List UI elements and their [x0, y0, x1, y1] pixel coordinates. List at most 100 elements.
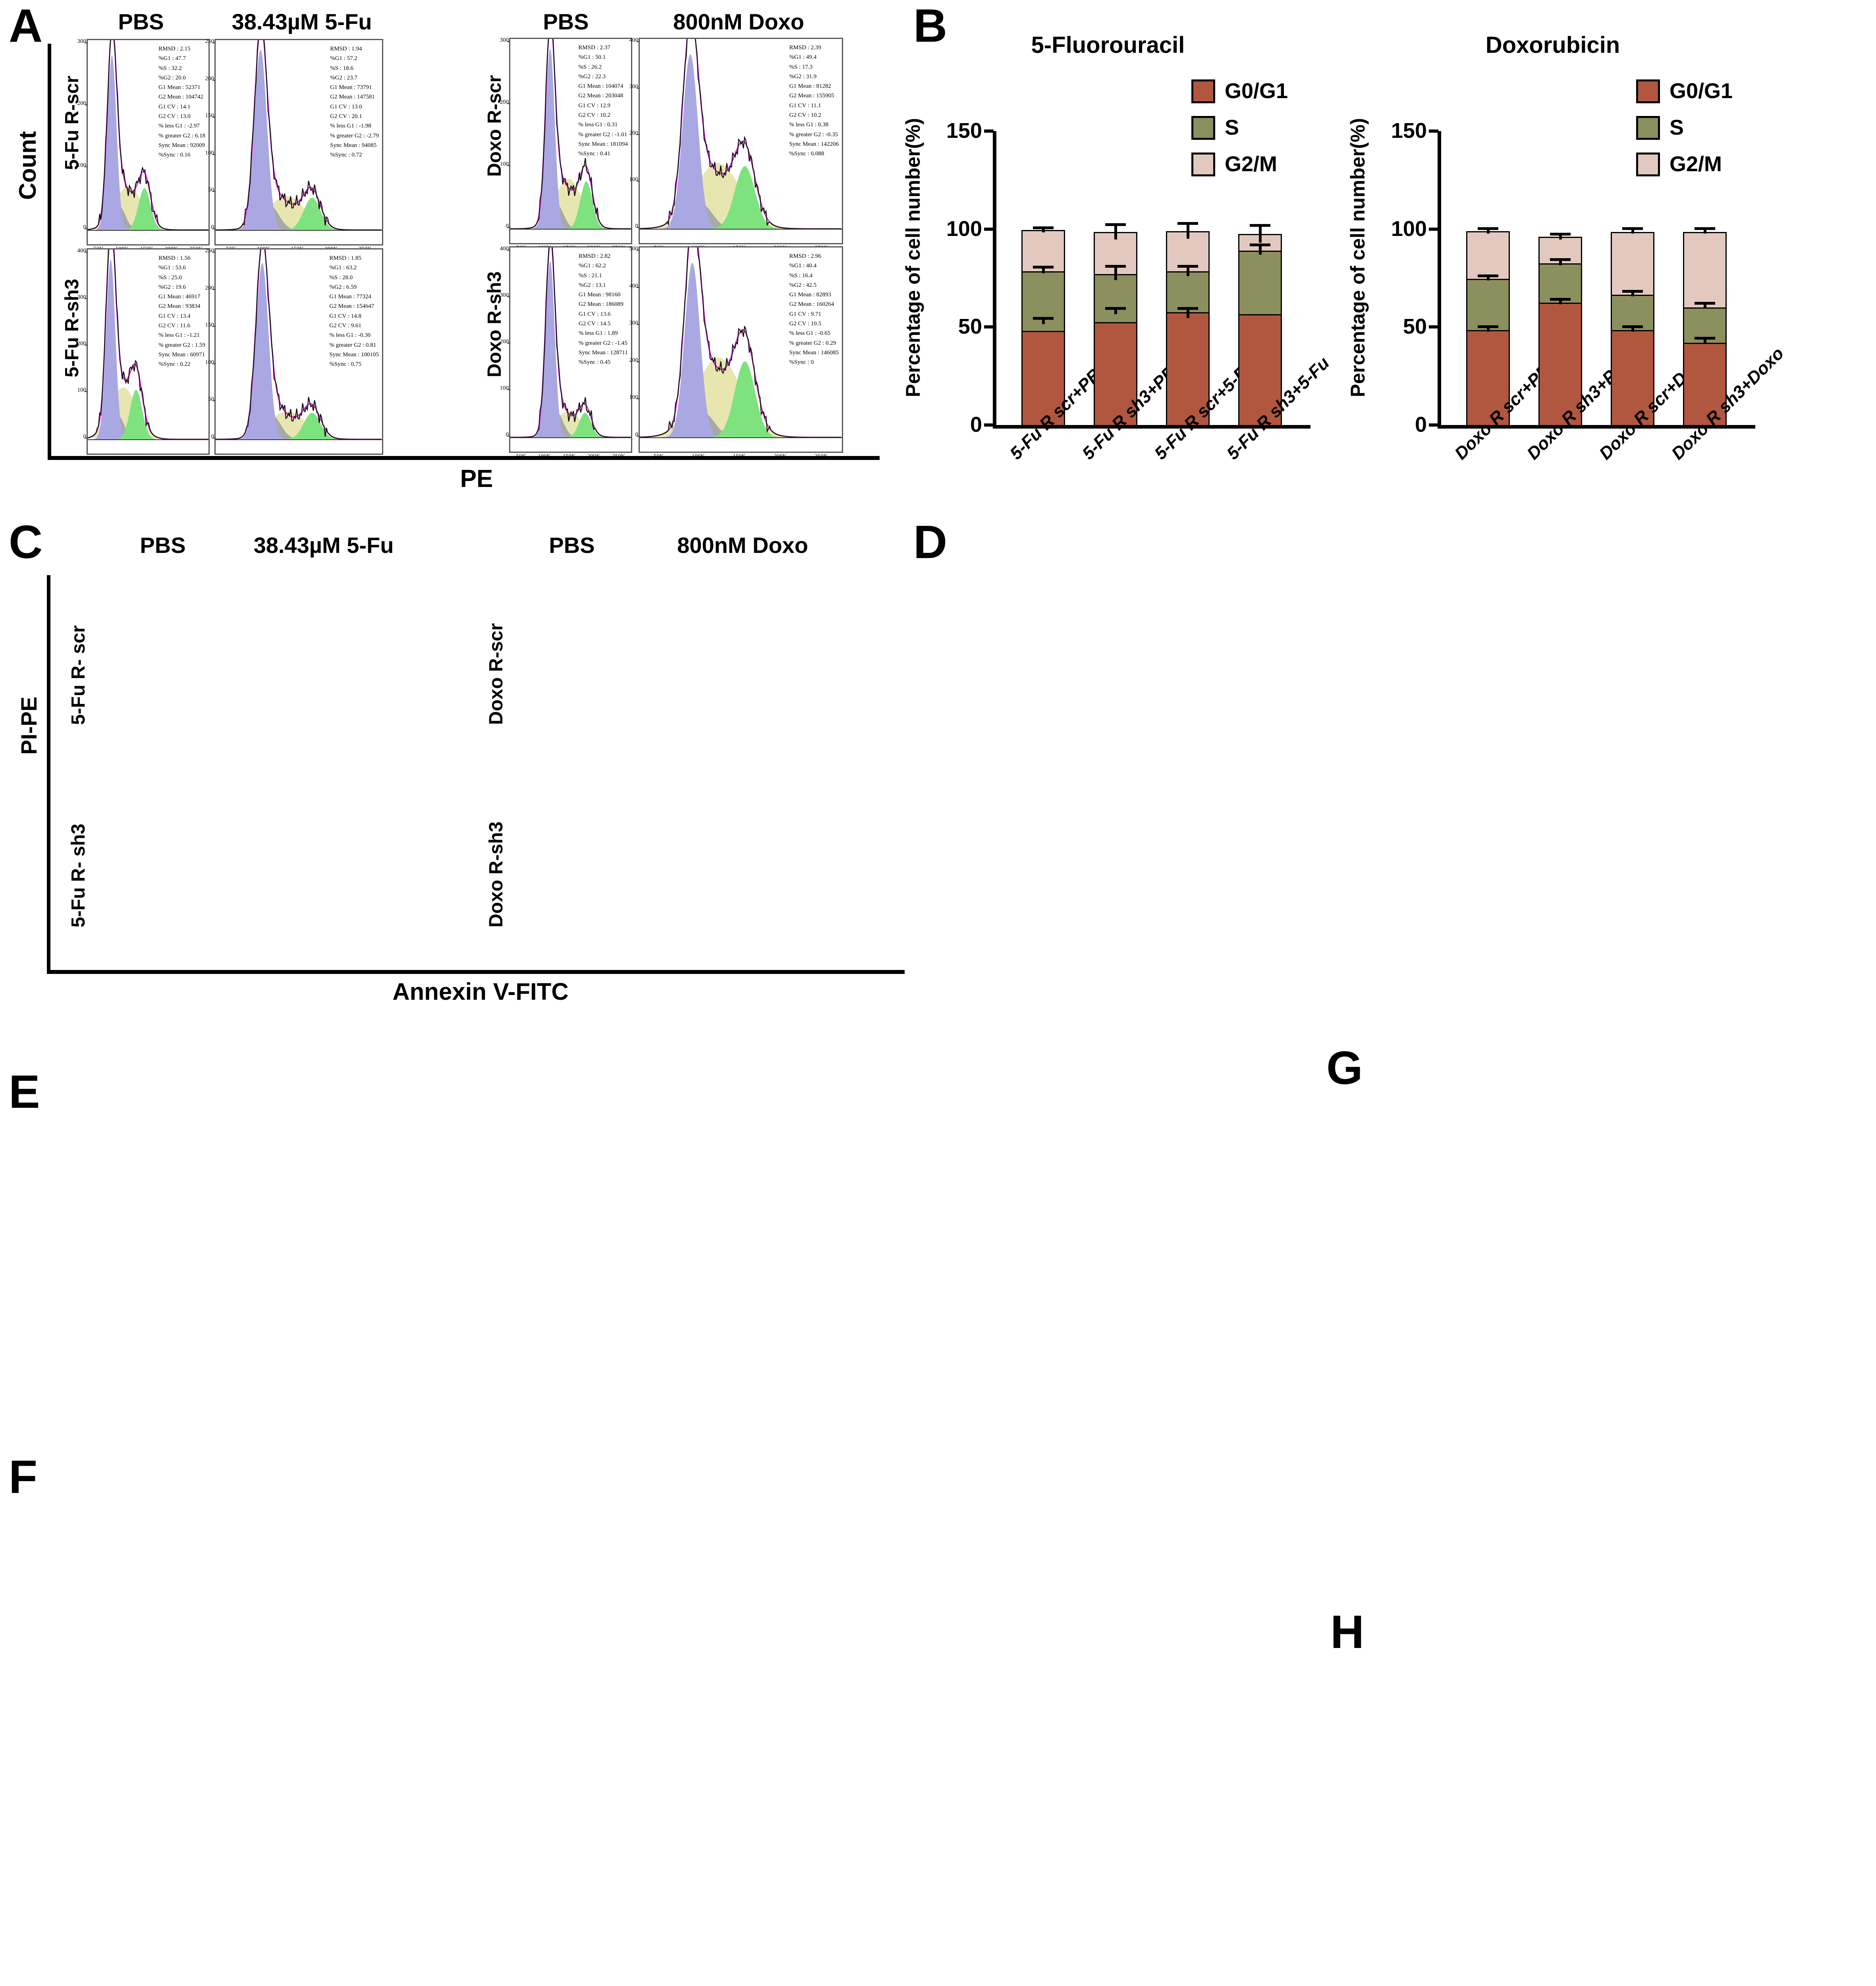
panel-b-y-tick-label: 150: [946, 119, 982, 143]
histogram-curve: [216, 249, 382, 440]
panel-a-y-tickmark: [637, 361, 640, 362]
panel-b-bar-segment: [1094, 322, 1137, 425]
panel-b-error-cap: [1250, 224, 1270, 227]
panel-a-y-tick: 100: [629, 176, 639, 183]
panel-b-error-cap: [1478, 227, 1498, 230]
panel-b-error-bar: [1704, 303, 1706, 308]
histogram-curve: [510, 247, 631, 438]
stat-line: G2 Mean : 160264: [789, 301, 834, 308]
stat-line: %Sync : 0.45: [578, 359, 611, 366]
panel-a-histogram: RMSD : 2.37 %G1 : 50.1 %S : 26.2 %G2 : 22.3…: [500, 37, 632, 251]
stat-line: Sync Mean : 146085: [789, 349, 839, 356]
panel-b-error-cap: [1478, 325, 1498, 328]
stat-line: G1 CV : 13.0: [330, 103, 362, 110]
panel-b-error-bar: [1042, 267, 1045, 274]
panel-b-y-tick-label: 100: [1391, 216, 1427, 241]
panel-b-y-tickmark: [1429, 325, 1438, 329]
stat-line: %S : 16.4: [789, 272, 813, 279]
panel-a-y-tickmark: [212, 252, 216, 253]
panel-a-baseline: [640, 437, 842, 439]
panel-b-y-tick-label: 100: [946, 216, 982, 241]
panel-a-y-tick: 200: [77, 100, 87, 106]
panel-a-row-label-doxo-sh3: Doxo R-sh3: [484, 271, 505, 377]
stat-line: % less G1 : 0.38: [789, 122, 829, 128]
panel-a-y-tick: 50: [208, 396, 214, 403]
stat-line: %S : 25.0: [158, 274, 182, 281]
panel-a-baseline: [510, 437, 631, 439]
stat-line: G2 Mean : 147581: [330, 94, 375, 100]
panel-a-y-tickmark: [85, 252, 88, 253]
stat-line: %G1 : 40.4: [789, 263, 817, 269]
stat-line: RMSD : 2.15: [158, 46, 191, 52]
panel-b-bar-segment: [1166, 312, 1210, 425]
stat-line: RMSD : 2.39: [789, 44, 821, 51]
panel-a-x-tick: 50K: [226, 455, 236, 462]
panel-b-bar-segment: [1166, 271, 1210, 313]
panel-c-row-label-doxo-sh3: Doxo R-sh3: [486, 821, 507, 927]
panel-b-bar-segment: [1466, 279, 1510, 330]
stat-line: G2 CV : 11.6: [158, 323, 191, 329]
panel-a-x-tick: 250K: [814, 453, 828, 460]
panel-b-chart-title: 5-Fluorouracil: [1031, 32, 1185, 58]
panel-a-y-tick: 150: [205, 112, 214, 119]
panel-a-y-tick: 100: [77, 162, 87, 168]
panel-a-baseline: [216, 439, 382, 440]
panel-a-x-tick: 100K: [691, 453, 705, 460]
panel-b-legend-swatch: [1191, 79, 1215, 103]
panel-a-y-tick: 0: [506, 431, 509, 438]
stat-line: RMSD : 1.56: [158, 255, 191, 261]
panel-a-y-tick: 0: [211, 433, 214, 440]
panel-b-bar-segment: [1466, 231, 1510, 279]
stat-line: %Sync : 0.72: [330, 152, 362, 158]
panel-c-row-label-doxo-scr: Doxo R-scr: [486, 623, 507, 725]
panel-a-y-tick: 0: [635, 223, 639, 230]
panel-a-baseline: [88, 439, 208, 440]
panel-a-y-tick: 150: [205, 322, 214, 328]
stat-line: G1 CV : 9.71: [789, 311, 821, 317]
stat-line: % greater G2 : -1.01: [578, 131, 627, 138]
panel-a-y-tick: 0: [83, 224, 87, 231]
stat-line: Sync Mean : 94085: [330, 142, 377, 149]
panel-a-y-tickmark: [637, 41, 640, 42]
panel-b-error-bar: [1042, 318, 1045, 324]
panel-b-bar-segment: [1238, 314, 1282, 425]
stat-line: %S : 26.2: [578, 64, 602, 70]
panel-b-error-bar: [1259, 245, 1262, 255]
stat-line: Sync Mean : 181094: [578, 141, 628, 147]
panel-a-x-tick: 50K: [653, 453, 664, 460]
panel-b-error-bar: [1187, 266, 1189, 276]
stat-line: %S : 32.2: [158, 65, 182, 71]
panel-a-y-tickmark: [637, 181, 640, 182]
panel-a-histogram-stats: RMSD : 2.82 %G1 : 62.2 %S : 21.1 %G2 : 13.1…: [579, 251, 628, 367]
panel-c-col-header-pbs-right: PBS: [549, 533, 595, 558]
panel-a-histogram-stats: RMSD : 1.94 %G1 : 57.2 %S : 18.6 %G2 : 23.7…: [330, 44, 379, 160]
stat-line: % less G1 : -0.30: [329, 332, 371, 339]
stat-line: G1 Mean : 82893: [789, 292, 831, 298]
panel-b-y-axis-label: Percentage of cell number(%): [902, 118, 924, 397]
panel-b-error-bar: [1487, 228, 1490, 234]
panel-a-y-tick: 200: [77, 340, 87, 347]
stat-line: G1 Mean : 77324: [329, 294, 371, 300]
panel-a-col-header-5fu: 38.43µM 5-Fu: [232, 9, 372, 34]
panel-b-legend-swatch: [1191, 116, 1215, 140]
stat-line: G2 Mean : 203048: [578, 93, 623, 99]
stat-line: % greater G2 : 0.29: [789, 340, 836, 346]
panel-a-y-tick: 400: [77, 247, 87, 254]
panel-a-y-tickmark: [507, 436, 510, 437]
panel-b-legend-swatch: [1191, 153, 1215, 176]
panel-b-error-cap: [1622, 325, 1643, 328]
stat-line: % greater G2 : 1.59: [158, 342, 205, 348]
panel-b-error-bar: [1631, 326, 1634, 332]
panel-a-y-tick: 100: [629, 394, 639, 401]
panel-a-x-tick: 50K: [516, 453, 527, 460]
panel-a-x-ticks: 50K 100K 150K 200K 250K: [88, 455, 208, 462]
histogram-curve: [640, 39, 842, 230]
stat-line: %G1 : 50.1: [578, 54, 606, 61]
panel-b-error-cap: [1105, 307, 1126, 310]
panel-a-y-tick: 50: [208, 187, 214, 193]
panel-a-y-tickmark: [507, 296, 510, 297]
panel-a-x-axis-line: [48, 456, 880, 460]
stat-line: %G2 : 19.6: [158, 284, 186, 290]
stat-line: RMSD : 2.82: [578, 253, 611, 259]
panel-a-y-tickmark: [212, 289, 216, 290]
